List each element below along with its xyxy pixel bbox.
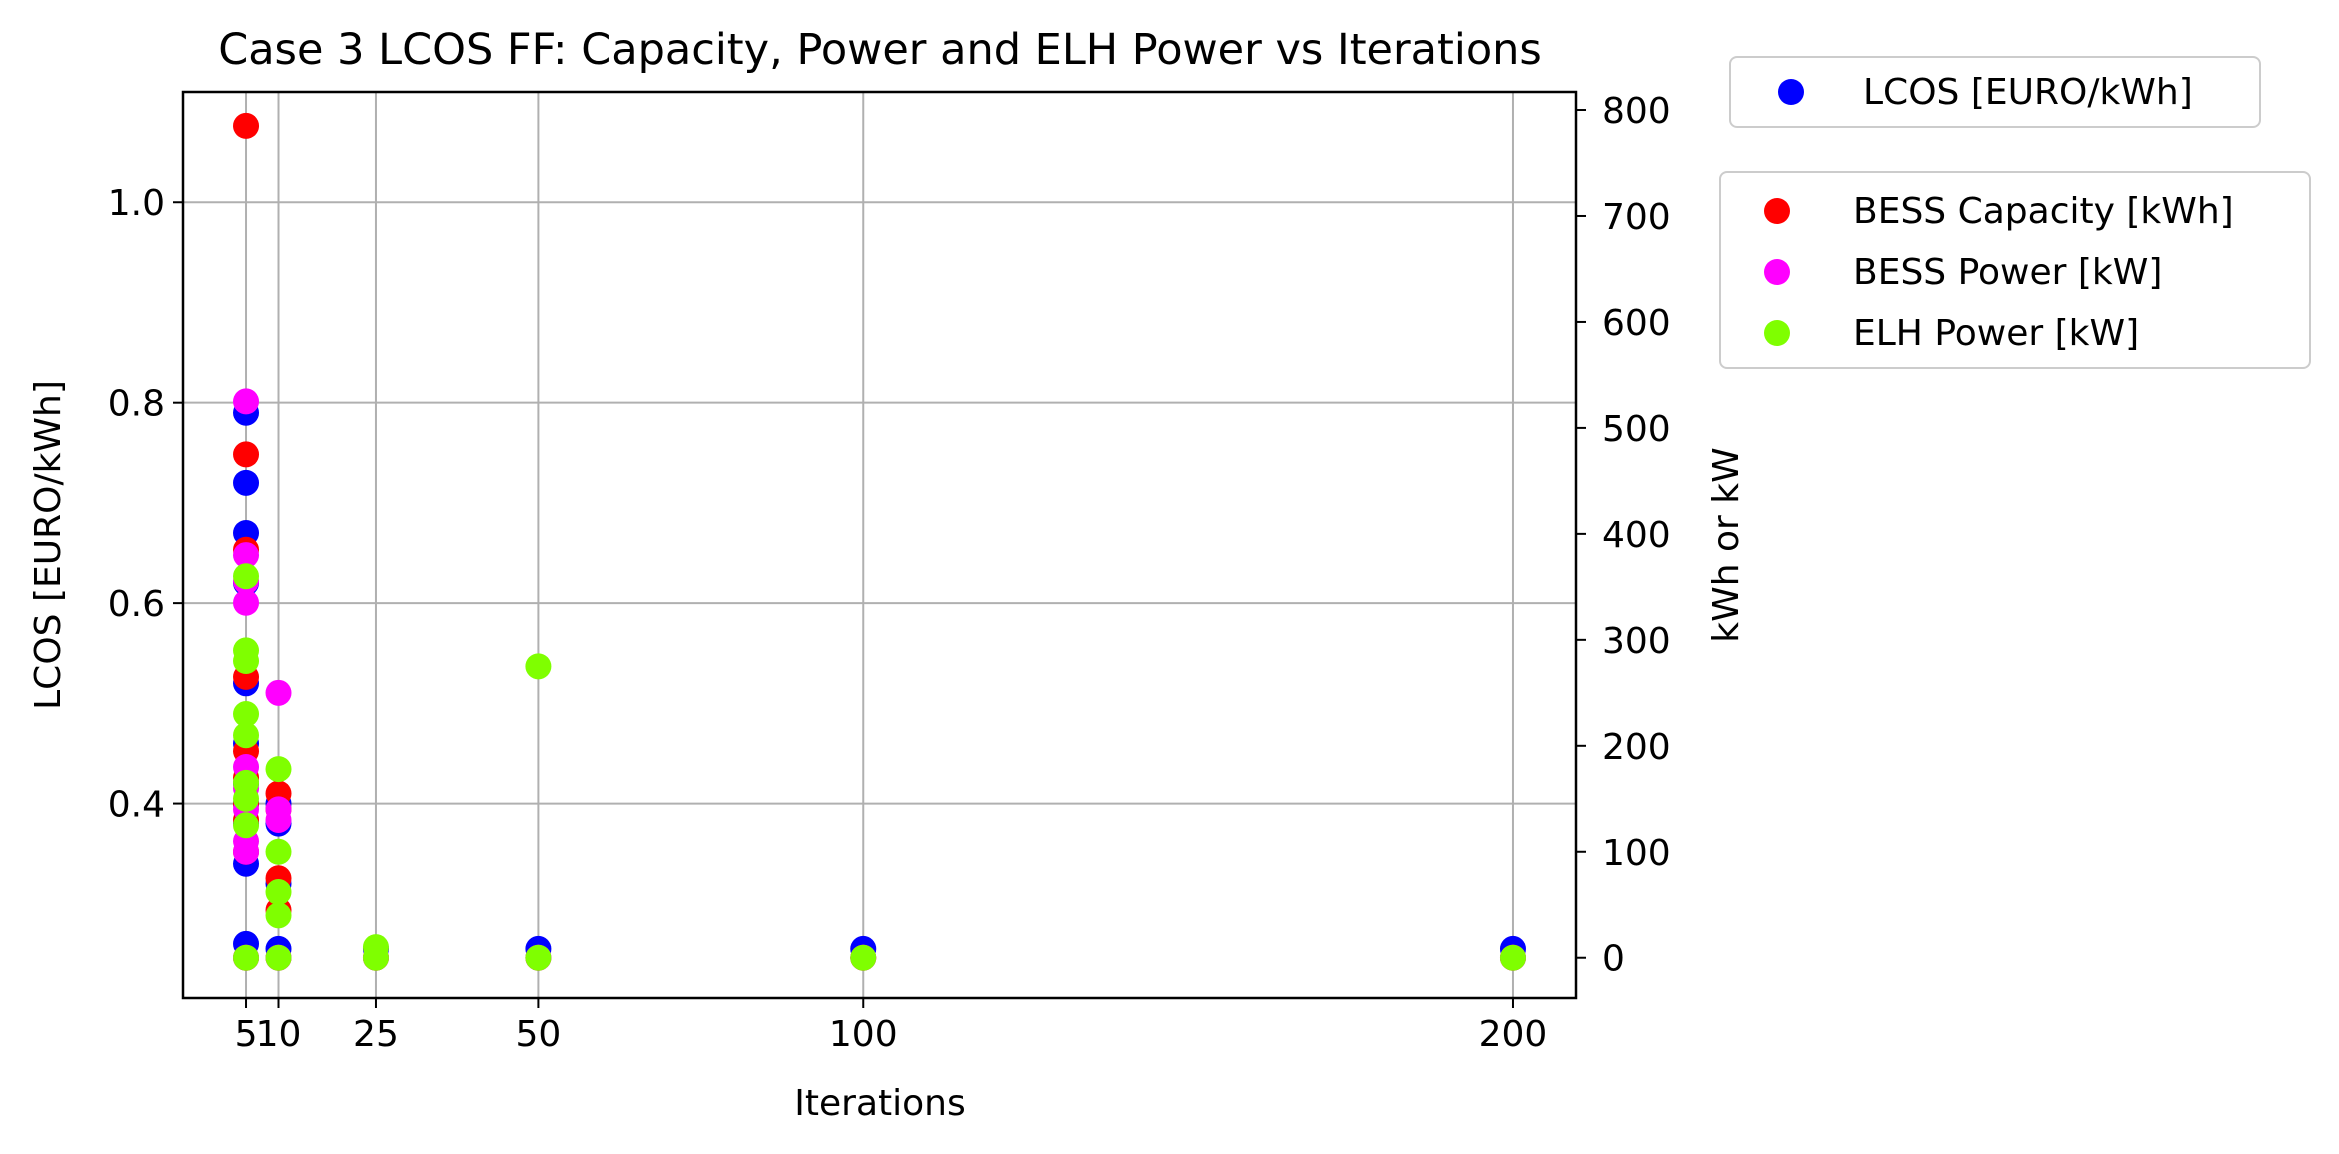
legend-lcos: LCOS [EURO/kWh] — [1729, 56, 2261, 128]
data-point — [233, 542, 260, 569]
series-3-points — [233, 563, 1526, 971]
x-tick-label: 100 — [829, 1014, 898, 1055]
y-right-axis-ticks: 0 100 200 300 400 500 600 700 800 — [1576, 91, 1671, 980]
series-1-points — [233, 112, 1526, 971]
data-point — [233, 589, 260, 616]
data-points — [233, 112, 1526, 971]
x-tick-label: 10 — [256, 1014, 302, 1055]
legend-bess-power-marker — [1764, 259, 1790, 285]
legend-bess-capacity-marker — [1764, 198, 1790, 224]
legend-power: BESS Capacity [kWh] BESS Power [kW] ELH … — [1719, 171, 2311, 369]
data-point — [525, 653, 552, 680]
legend-elh-power-marker — [1764, 320, 1790, 346]
y-left-tick-label: 0.4 — [108, 785, 165, 826]
plot-area-frame — [181, 90, 1578, 1000]
series-2-points — [233, 388, 1526, 971]
x-tick-label: 25 — [353, 1014, 399, 1055]
y-left-tick-label: 0.6 — [108, 584, 165, 625]
legend-lcos-label: LCOS [EURO/kWh] — [1863, 72, 2193, 113]
data-point — [525, 944, 552, 971]
y-left-axis-label: LCOS [EURO/kWh] — [28, 380, 69, 710]
x-tick-label: 50 — [515, 1014, 561, 1055]
x-axis-label: Iterations — [794, 1083, 965, 1124]
y-left-tick-label: 0.8 — [108, 384, 165, 425]
data-point — [233, 812, 260, 839]
legend-lcos-frame — [1729, 56, 2261, 128]
data-point — [233, 944, 260, 971]
y-right-tick-label: 600 — [1602, 303, 1671, 344]
x-tick-label: 5 — [235, 1014, 258, 1055]
y-right-tick-label: 0 — [1602, 939, 1625, 980]
data-point — [850, 944, 877, 971]
data-point — [233, 441, 260, 468]
y-right-axis-label: kWh or kW — [1706, 447, 1747, 642]
legend-bess-power-label: BESS Power [kW] — [1853, 252, 2162, 293]
data-point — [233, 112, 260, 139]
y-left-tick-label: 1.0 — [108, 183, 165, 224]
y-right-tick-label: 200 — [1602, 727, 1671, 768]
y-right-tick-label: 500 — [1602, 409, 1671, 450]
data-point — [265, 838, 292, 865]
y-right-tick-label: 300 — [1602, 621, 1671, 662]
legend-lcos-marker — [1778, 79, 1804, 105]
data-point — [265, 879, 292, 906]
data-point — [362, 944, 389, 971]
data-point — [233, 701, 260, 728]
data-point — [233, 722, 260, 749]
series-0-points — [233, 399, 1526, 962]
x-tick-label: 200 — [1479, 1014, 1548, 1055]
y-right-tick-label: 100 — [1602, 833, 1671, 874]
y-right-tick-label: 800 — [1602, 91, 1671, 132]
legend-elh-power-label: ELH Power [kW] — [1853, 313, 2139, 354]
data-point — [265, 756, 292, 783]
data-point — [233, 469, 260, 496]
data-point — [233, 838, 260, 865]
data-point — [1499, 944, 1526, 971]
grid-lines — [183, 92, 1576, 998]
data-point — [265, 806, 292, 833]
data-point — [233, 785, 260, 812]
data-point — [233, 648, 260, 675]
data-point — [265, 902, 292, 929]
y-right-tick-label: 700 — [1602, 197, 1671, 238]
data-point — [233, 563, 260, 590]
data-point — [265, 679, 292, 706]
legend-power-frame — [1719, 171, 2311, 369]
y-left-axis-ticks: 0.4 0.6 0.8 1.0 — [108, 183, 183, 826]
y-right-tick-label: 400 — [1602, 515, 1671, 556]
chart-title: Case 3 LCOS FF: Capacity, Power and ELH … — [218, 25, 1542, 75]
data-point — [233, 388, 260, 415]
data-point — [265, 944, 292, 971]
x-axis-ticks: 510 25 50 100 200 — [235, 998, 1548, 1055]
legend-bess-capacity-label: BESS Capacity [kWh] — [1853, 191, 2234, 232]
